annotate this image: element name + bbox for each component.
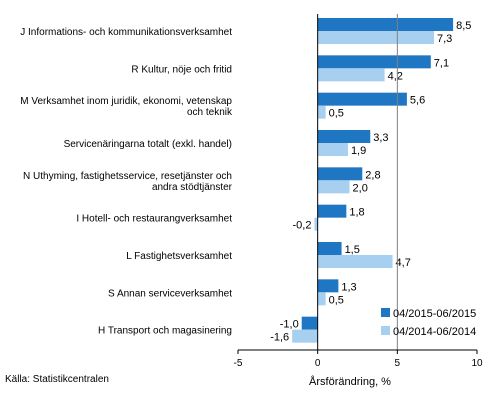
category-label: andra stödtjänster: [152, 182, 233, 193]
bar: [292, 329, 318, 343]
data-label: 3,3: [373, 132, 388, 144]
data-label: 8,5: [456, 20, 471, 32]
data-label: -1,0: [280, 319, 299, 331]
x-tick-label: 10: [471, 358, 483, 369]
bar: [317, 292, 326, 306]
category-label: H Transport och magasinering: [98, 326, 232, 337]
legend: 04/2015-06/2015 04/2014-06/2014: [381, 308, 476, 338]
category-label: I Hotell- och restaurangverksamhet: [76, 214, 232, 225]
category-label: R Kultur, nöje och fritid: [131, 64, 232, 75]
bar: [314, 217, 318, 231]
bar: [301, 316, 318, 330]
bar: [317, 242, 342, 255]
data-label: -1,6: [270, 332, 289, 344]
bar: [317, 55, 431, 69]
data-label: 2,0: [353, 182, 368, 194]
category-label: M Verksamhet inom juridik, ekonomi, vete…: [20, 96, 232, 107]
category-label: Servicenäringarna totalt (exkl. handel): [64, 139, 232, 150]
data-label: 7,1: [434, 57, 449, 69]
bar: [317, 255, 393, 268]
data-label: -0,2: [293, 220, 312, 232]
bar: [317, 130, 371, 143]
data-label: 0,5: [329, 108, 344, 120]
legend-label: 04/2015-06/2015: [393, 308, 476, 320]
bar: [317, 180, 350, 194]
source-text: Källa: Statistikcentralen: [5, 374, 109, 385]
data-label: 2,8: [365, 169, 380, 181]
bar: [317, 204, 347, 218]
data-label: 1,3: [341, 281, 356, 293]
x-axis-label: Årsförändring, %: [309, 375, 391, 388]
legend-swatch: [381, 308, 390, 317]
data-label: 5,6: [410, 95, 425, 107]
bar: [317, 31, 434, 44]
legend-label: 04/2014-06/2014: [393, 326, 476, 338]
data-label: 4,7: [396, 257, 411, 269]
data-label: 7,3: [437, 33, 452, 45]
bar: [317, 68, 385, 82]
category-label: och teknik: [187, 107, 233, 118]
category-label: J Informations- och kommunikationsverksa…: [20, 27, 232, 38]
category-label: S Annan serviceverksamhet: [108, 288, 232, 299]
data-label: 1,5: [345, 244, 360, 256]
bar: [317, 92, 407, 106]
legend-swatch: [381, 326, 390, 335]
bar: [317, 143, 348, 156]
data-label: 1,9: [351, 145, 366, 157]
bar: [317, 18, 454, 31]
category-label: N Uthyming, fastighetsservice, resetjäns…: [23, 171, 232, 182]
data-label: 1,8: [349, 207, 364, 219]
x-tick-label: 0: [315, 358, 321, 369]
data-label: 4,2: [388, 70, 403, 82]
bar: [317, 279, 339, 293]
bar: [317, 167, 363, 181]
category-label: L Fastighetsverksamhet: [126, 251, 232, 262]
bar: [317, 105, 326, 119]
data-label: 0,5: [329, 294, 344, 306]
x-tick-label: -5: [234, 358, 243, 369]
x-tick-label: 5: [395, 358, 401, 369]
